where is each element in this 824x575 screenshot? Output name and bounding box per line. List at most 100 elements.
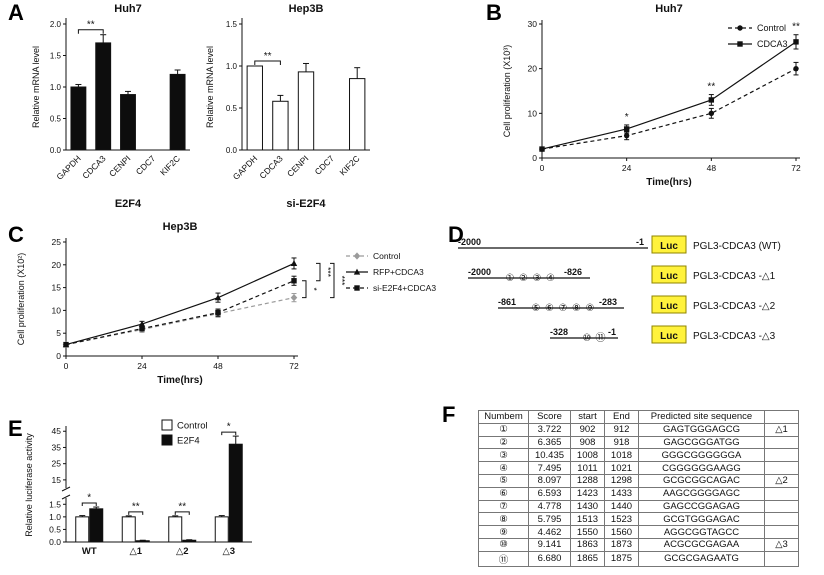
table-header-cell: End: [604, 410, 639, 424]
site-number-cell: ①: [478, 422, 529, 437]
x-tick-label: CDCA3: [257, 153, 285, 181]
y-tick-label: 1.5: [49, 499, 61, 509]
sig-bracket: [302, 280, 307, 299]
panel-a-hep3b-bar-chart: Hep3B 0.0 0.5 1.0 1.5 Relative mRNA level GAPD…: [205, 3, 370, 210]
x-tick-label: 24: [137, 361, 147, 371]
panel-c-line-chart: Hep3B 0 5 10 15 20 25 0 24 48 72 Time(hrs) Cell prol…: [16, 221, 436, 386]
construct-end-pos: -283: [599, 297, 617, 307]
table-cell: 8.097: [528, 473, 571, 488]
legend-label-Control: Control: [373, 251, 401, 261]
sig-label: *: [227, 422, 231, 433]
table-row: ⑩ 9.141 1863 1873 ACGCGCGAGAA △3: [478, 537, 799, 552]
bar-△2-E2F4: [182, 539, 197, 543]
site-number-cell: ⑪: [478, 550, 529, 567]
y-tick-label: 0.5: [50, 115, 62, 124]
x-tick-label: KIF2C: [338, 153, 362, 177]
x-tick-label: 72: [791, 163, 801, 173]
y-tick-label: 25: [52, 237, 62, 247]
luc-label: Luc: [660, 271, 678, 282]
series-line-Control: [541, 68, 797, 150]
region-cell: [764, 435, 799, 450]
x-tick-label: CENPI: [107, 153, 132, 178]
region-cell: △2: [764, 473, 799, 488]
y-tick-label: 15: [52, 283, 62, 293]
series-line-si-E2F4+CDCA3: [65, 280, 295, 346]
sig-label: ***: [323, 267, 333, 278]
panel-b-line-chart: Huh7 0 10 20 30 0 24 48 72 Time(hrs) Cell prolifer…: [502, 3, 801, 188]
y-tick-label: 5: [56, 328, 61, 338]
table-cell: 1433: [604, 486, 639, 501]
table-cell: 1288: [570, 473, 605, 488]
panel-d-label: D: [448, 222, 464, 247]
table-header-cell: Numbem: [478, 410, 529, 424]
marker-circle: [708, 110, 715, 117]
x-tick-label: CDC7: [134, 153, 158, 177]
binding-site-number: ⑨: [586, 303, 595, 314]
legend-label-Control: Control: [757, 23, 786, 33]
table-cell: 908: [570, 435, 605, 450]
table-cell: 4.462: [528, 525, 571, 539]
y-axis-label: Cell proliferation (X10²): [16, 253, 26, 346]
table-header-cell: Score: [528, 410, 571, 424]
site-number-cell: ⑨: [478, 525, 529, 539]
x-axis-label: Time(hrs): [646, 177, 691, 188]
bar-GAPDH: [246, 65, 263, 151]
x-tick-label: 0: [64, 361, 69, 371]
bar-KIF2C: [349, 78, 366, 151]
sig-bracket: [254, 60, 281, 65]
sequence-cell: GCGCGGCAGAC: [638, 473, 765, 488]
site-number-cell: ⑥: [478, 486, 529, 501]
legend-label-RFP+CDCA3: RFP+CDCA3: [373, 267, 424, 277]
y-axis-label: Relative mRNA level: [31, 46, 41, 128]
panel-a-huh7-bar-chart: Huh7 0.0 0.5 1.0 1.5 2.0 Relative mRNA level GA…: [31, 3, 190, 210]
luc-box: [651, 235, 687, 254]
sequence-cell: GAGTGGGAGCG: [638, 422, 765, 437]
binding-site-number: ⑥: [545, 303, 554, 314]
sig-bracket: [77, 29, 104, 34]
bar-WT-E2F4: [89, 508, 104, 543]
construct-name: PGL3-CDCA3 -△2: [693, 301, 776, 312]
x-tick-label: △3: [222, 546, 235, 557]
marker-square: [215, 309, 221, 316]
x-tick-label: GAPDH: [231, 153, 259, 181]
binding-site-number: ②: [519, 273, 528, 284]
bar-GAPDH: [70, 86, 87, 151]
table-cell: 1011: [570, 461, 605, 475]
sequence-cell: AGGCGGTAGCC: [638, 525, 765, 539]
sig-bracket: [330, 262, 335, 299]
table-row: ⑤ 8.097 1288 1298 GCGCGGCAGAC △2: [478, 473, 799, 488]
x-tick-label: △1: [129, 546, 142, 557]
bar-CDCA3: [95, 42, 112, 151]
region-cell: △1: [764, 422, 799, 437]
table-cell: 10.435: [528, 448, 571, 463]
x-tick-label: GAPDH: [54, 153, 82, 181]
site-number-cell: ⑦: [478, 499, 529, 514]
binding-site-number: ⑩: [583, 333, 592, 344]
table-header-cell: start: [570, 410, 605, 424]
series-line-CDCA3: [541, 41, 797, 150]
y-tick-label: 0: [56, 351, 61, 361]
sequence-cell: GGGCGGGGGGA: [638, 448, 765, 463]
x-tick-label: △2: [176, 546, 189, 557]
chart-title: Hep3B: [163, 221, 198, 233]
luc-box: [651, 265, 687, 284]
table-cell: 1008: [570, 448, 605, 463]
bar-KIF2C: [169, 73, 186, 151]
sig-label: **: [178, 501, 186, 512]
marker-circle: [623, 132, 630, 139]
table-cell: 1440: [604, 499, 639, 514]
sequence-cell: GCGTGGGAGAC: [638, 512, 765, 527]
construct-start-pos: -2000: [458, 237, 481, 247]
table-cell: 902: [570, 422, 605, 437]
luc-box: [651, 295, 687, 314]
table-cell: 1523: [604, 512, 639, 527]
marker-triangle: [290, 260, 298, 267]
marker-square: [793, 39, 799, 45]
luc-label: Luc: [660, 301, 678, 312]
marker-square: [354, 285, 360, 291]
bar-CENPI: [297, 71, 315, 151]
construct-end-pos: -1: [608, 327, 616, 337]
table-cell: 1430: [570, 499, 605, 514]
marker-square: [708, 97, 715, 103]
